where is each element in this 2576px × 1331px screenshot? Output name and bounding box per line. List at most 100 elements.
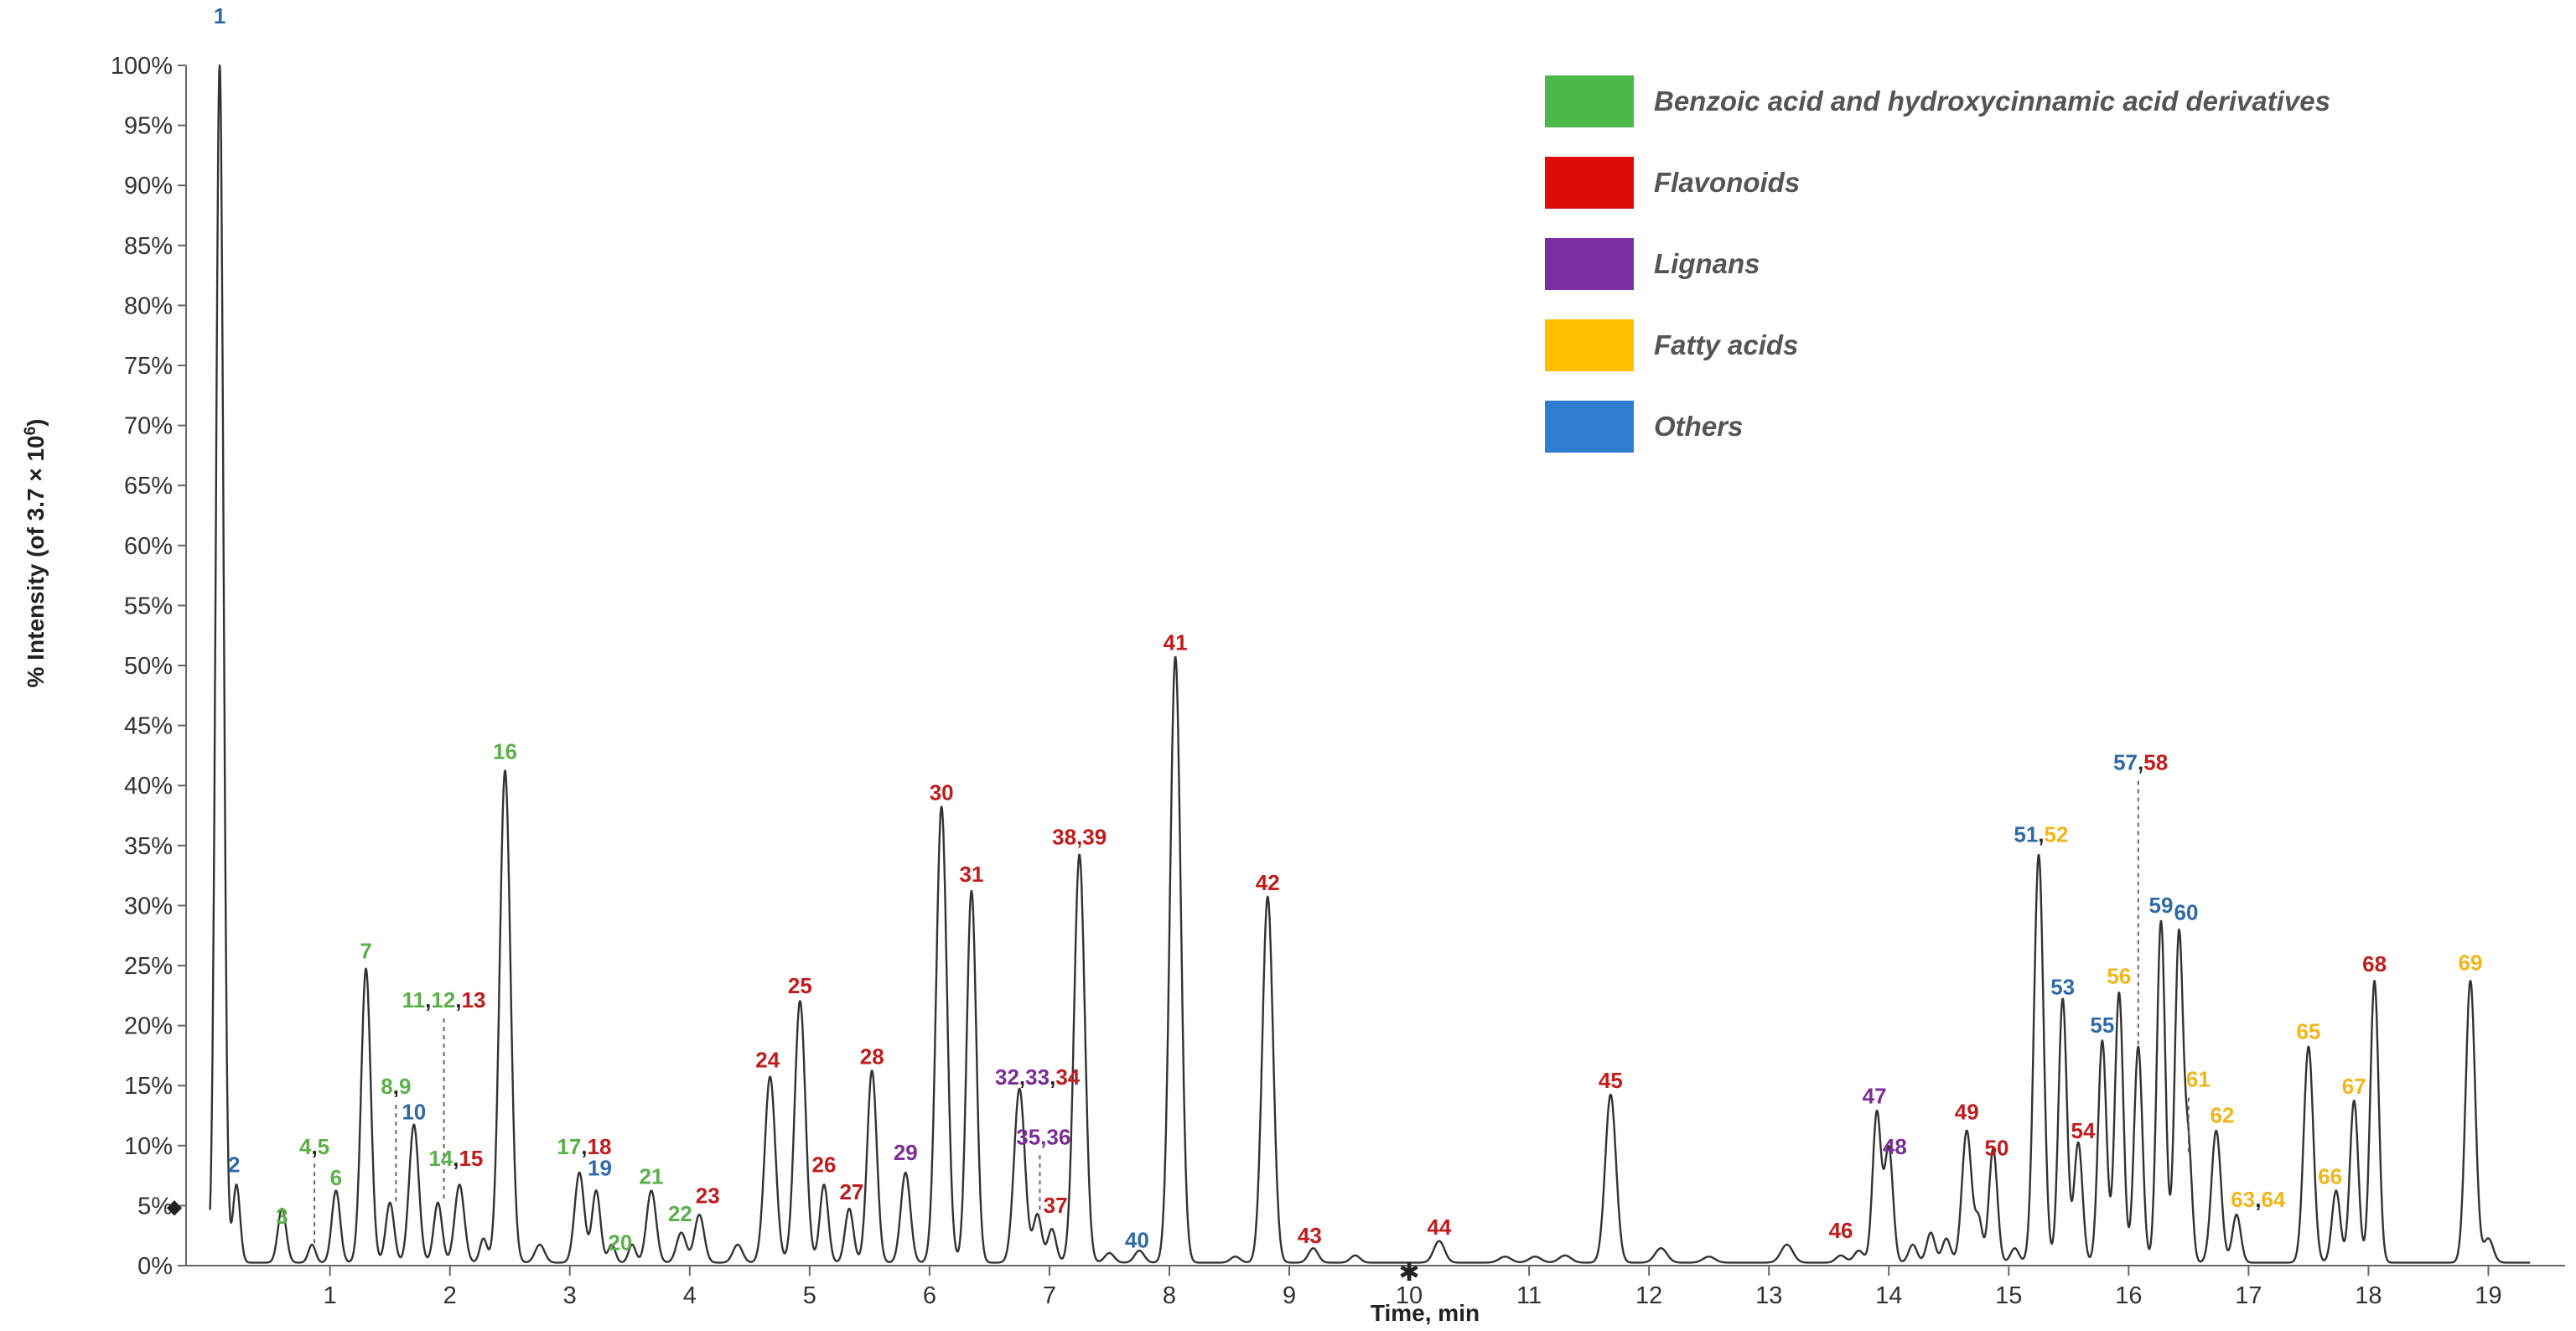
peak-label: 7 (360, 938, 371, 963)
peak-label-part: 39 (1082, 824, 1107, 849)
peak-label-part: 62 (2210, 1103, 2234, 1128)
peak-label: 16 (493, 739, 517, 764)
peak-label-part: 29 (894, 1140, 918, 1165)
y-axis-title-close: ) (23, 418, 49, 426)
peak-label: 59 (2149, 893, 2174, 918)
peak-label-part: 8 (381, 1074, 392, 1099)
peak-label-part: 55 (2090, 1012, 2114, 1038)
peak-label: 19 (588, 1156, 612, 1181)
legend-swatch (1545, 157, 1634, 209)
x-tick-label: 13 (1755, 1282, 1782, 1309)
legend-swatch (1545, 401, 1634, 453)
x-tick-label: 6 (923, 1282, 936, 1309)
peak-label-part: 53 (2050, 974, 2075, 999)
x-tick-label: 5 (803, 1282, 816, 1309)
peak-label: 60 (2174, 900, 2199, 925)
peak-label: 27 (839, 1179, 863, 1204)
peak-label: 51,52 (2014, 822, 2068, 847)
x-tick-label: 12 (1635, 1282, 1662, 1309)
y-tick-label: 20% (124, 1013, 173, 1040)
peak-label: 49 (1955, 1099, 1979, 1124)
y-tick-label: 50% (124, 653, 173, 680)
peak-label-part: , (311, 1134, 317, 1159)
peak-label: 66 (2318, 1164, 2342, 1189)
x-tick-label: 14 (1875, 1282, 1902, 1309)
peak-label-part: 48 (1883, 1134, 1907, 1159)
peak-label: 2 (228, 1152, 240, 1177)
y-tick-label: 90% (124, 173, 173, 199)
peak-label-part: 35 (1016, 1124, 1040, 1149)
x-tick-label: 17 (2235, 1282, 2262, 1309)
leader-lines (314, 780, 2190, 1248)
peak-label: 25 (788, 973, 812, 998)
x-tick-label: 7 (1043, 1282, 1056, 1309)
y-tick-label: 80% (124, 293, 173, 319)
y-axis-title-exponent: 6 (22, 427, 39, 436)
peak-label: 53 (2050, 974, 2075, 999)
peak-label: 48 (1883, 1134, 1907, 1159)
peak-label-part: 61 (2186, 1067, 2211, 1092)
legend: Benzoic acid and hydroxycinnamic acid de… (1545, 75, 2330, 453)
peak-label: 35,36 (1016, 1124, 1070, 1149)
peak-label-part: , (1050, 1064, 1055, 1090)
y-tick-label: 10% (124, 1133, 173, 1160)
peak-label-part: 15 (459, 1146, 483, 1171)
y-tick-label: 35% (124, 833, 173, 860)
peak-label: 21 (640, 1164, 664, 1189)
peak-label-part: 18 (588, 1134, 612, 1159)
legend-swatch (1545, 319, 1634, 371)
y-tick-label: 0% (137, 1253, 173, 1280)
peak-label: 57,58 (2113, 750, 2168, 775)
x-tick-label: 1 (324, 1282, 337, 1309)
peak-label-part: 68 (2362, 951, 2387, 976)
peak-label: 24 (755, 1048, 780, 1073)
peak-label: 62 (2210, 1103, 2234, 1128)
legend-label: Benzoic acid and hydroxycinnamic acid de… (1654, 85, 2330, 117)
peak-label-part: 5 (318, 1134, 329, 1159)
peak-label-part: 40 (1125, 1228, 1149, 1253)
peak-label-part: 34 (1055, 1064, 1080, 1090)
peak-label: 32,33,34 (995, 1064, 1081, 1090)
peak-label-part: 63 (2231, 1187, 2255, 1212)
peak-label-part: 21 (640, 1164, 664, 1189)
peak-label-part: , (2038, 822, 2044, 847)
peak-label-part: 16 (493, 739, 517, 764)
legend-label: Flavonoids (1654, 167, 1800, 198)
x-tick-label: 2 (443, 1282, 457, 1309)
peak-label-part: 12 (431, 987, 455, 1012)
peak-label-part: , (1076, 824, 1082, 849)
peak-label-part: 6 (330, 1165, 342, 1190)
peak-label-part: 2 (228, 1152, 240, 1177)
peak-label-part: 57 (2113, 750, 2138, 775)
peak-label: 30 (930, 779, 954, 805)
peak-label-part: 22 (668, 1201, 692, 1226)
peak-label-part: 3 (276, 1204, 288, 1229)
peak-label: 22 (668, 1201, 692, 1226)
x-axis-title: Time, min (1371, 1300, 1480, 1326)
peak-label: 38,39 (1052, 824, 1107, 849)
peak-label-part: 50 (1985, 1135, 2009, 1160)
peak-label-part: , (393, 1074, 399, 1099)
peak-label-part: , (453, 1146, 459, 1171)
peak-label-part: 25 (788, 973, 812, 998)
peak-label-part: 11 (402, 987, 426, 1012)
y-axis-title-main: % Intensity (of 3.7 × 10 (23, 435, 49, 687)
y-tick-label: 55% (124, 593, 173, 619)
peak-label: 29 (894, 1140, 918, 1165)
legend-label: Lignans (1654, 248, 1760, 279)
peak-label-part: 33 (1025, 1064, 1050, 1090)
peak-label-part: 27 (839, 1179, 863, 1204)
peak-label-part: , (425, 987, 431, 1012)
y-axis-title: % Intensity (of 3.7 × 106) (22, 418, 49, 687)
legend-swatch (1545, 75, 1634, 127)
peak-labels: 1234,5678,91011,12,1314,151617,181920212… (214, 3, 2483, 1256)
y-tick-label: 75% (124, 353, 173, 380)
peak-label: 46 (1829, 1218, 1853, 1243)
peak-label-part: , (2138, 750, 2143, 775)
peak-label-part: 42 (1256, 870, 1280, 895)
peak-label-part: 52 (2045, 822, 2069, 847)
peak-label-part: 41 (1164, 629, 1188, 655)
peak-label-part: 69 (2459, 950, 2483, 976)
peak-label: 26 (812, 1152, 837, 1177)
peak-label: 55 (2090, 1012, 2114, 1038)
